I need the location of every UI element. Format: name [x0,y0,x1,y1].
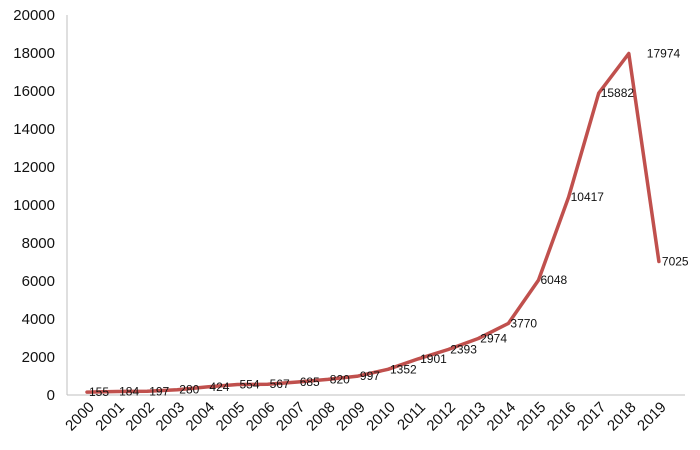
data-label: 554 [240,377,260,391]
x-axis-ticks: 2000200120022003200420052006200720082009… [62,399,670,435]
data-label: 567 [270,377,290,391]
data-label: 2974 [480,331,507,345]
data-label: 15882 [601,86,635,100]
y-tick-label: 6000 [22,273,55,290]
data-label: 184 [119,385,139,399]
y-axis-ticks: 0 2000 4000 6000 8000 10000 12000 14000 16000 180… [13,7,55,404]
data-label: 280 [179,383,199,397]
x-tick-label: 2007 [273,399,309,435]
x-tick-label: 2002 [122,399,158,435]
x-tick-label: 2018 [604,399,640,435]
data-label: 3770 [510,316,537,330]
data-label: 424 [209,380,229,394]
data-label: 2393 [450,343,477,357]
x-tick-label: 2017 [574,399,610,435]
y-tick-label: 2000 [22,349,55,366]
x-tick-label: 2005 [213,399,249,435]
y-tick-label: 4000 [22,311,55,328]
x-tick-label: 2010 [363,399,399,435]
data-label: 155 [89,385,109,399]
series-line [85,51,661,394]
y-tick-label: 8000 [22,235,55,252]
data-label: 820 [330,372,350,386]
data-label: 685 [300,375,320,389]
x-tick-label: 2012 [423,399,459,435]
data-label: 6048 [541,273,568,287]
x-tick-label: 2014 [484,399,520,435]
data-label: 997 [360,369,380,383]
data-labels: 155 184 197 280 424 554 567 685 820 997 1352190123… [89,46,689,399]
data-label: 197 [149,384,169,398]
data-label: 1901 [420,352,447,366]
data-label: 7025 [662,255,689,269]
x-tick-label: 2006 [243,399,279,435]
x-tick-label: 2000 [62,399,98,435]
x-tick-label: 2009 [333,399,369,435]
x-tick-label: 2015 [514,399,550,435]
x-tick-label: 2016 [544,399,580,435]
data-label: 10417 [571,190,605,204]
y-tick-label: 16000 [13,83,55,100]
data-label: 1352 [390,362,417,376]
x-tick-label: 2008 [303,399,339,435]
y-tick-label: 12000 [13,159,55,176]
data-label: 17974 [647,46,681,60]
x-tick-label: 2004 [183,399,219,435]
y-tick-label: 14000 [13,121,55,138]
x-tick-label: 2019 [634,399,670,435]
x-tick-label: 2011 [394,399,429,434]
y-tick-label: 10000 [13,197,55,214]
x-tick-label: 2003 [153,399,189,435]
y-tick-label: 20000 [13,7,55,24]
y-tick-label: 18000 [13,45,55,62]
y-tick-label: 0 [47,387,55,404]
x-tick-label: 2013 [454,399,490,435]
x-tick-label: 2001 [92,399,128,435]
